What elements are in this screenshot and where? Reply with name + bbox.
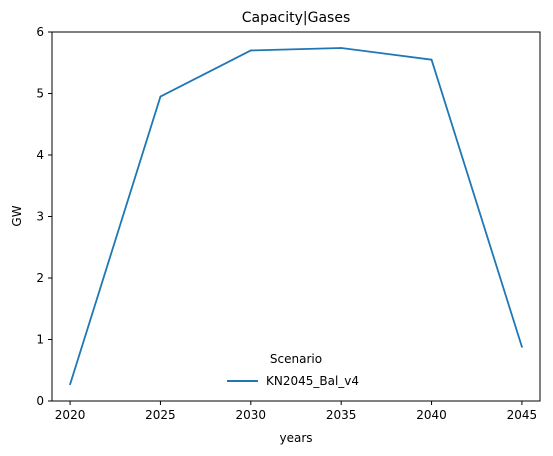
- y-tick-label: 0: [36, 394, 44, 408]
- y-tick-label: 3: [36, 210, 44, 224]
- x-tick-label: 2030: [236, 408, 267, 422]
- series-line-0: [69, 47, 523, 385]
- plot-area: 2020 2025 2030 2035 2040 2045 0 1 2 3 4 5 6: [36, 25, 541, 422]
- y-tick-label: 5: [36, 87, 44, 101]
- chart-title: Capacity|Gases: [242, 10, 351, 26]
- series-layer: [69, 47, 523, 386]
- x-axis: 2020 2025 2030 2035 2040 2045: [55, 401, 537, 422]
- plot-frame: [51, 31, 541, 402]
- y-tick-label: 1: [36, 333, 44, 347]
- y-tick-label: 4: [36, 148, 44, 162]
- data-point: [340, 47, 343, 49]
- x-tick-label: 2040: [416, 408, 447, 422]
- legend-title: Scenario: [270, 352, 322, 366]
- x-tick-label: 2045: [507, 408, 538, 422]
- data-point: [69, 383, 71, 386]
- x-tick-label: 2035: [326, 408, 357, 422]
- data-point: [249, 49, 252, 52]
- y-tick-label: 2: [36, 271, 44, 285]
- y-axis-label: GW: [10, 205, 24, 226]
- x-tick-label: 2025: [145, 408, 176, 422]
- data-point: [430, 58, 433, 61]
- x-axis-label: years: [279, 431, 312, 445]
- x-tick-label: 2020: [55, 408, 86, 422]
- y-tick-label: 6: [36, 25, 44, 39]
- legend: Scenario KN2045_Bal_v4: [227, 352, 359, 388]
- data-point: [521, 345, 523, 348]
- y-axis: 0 1 2 3 4 5 6: [36, 25, 52, 408]
- data-point: [159, 95, 162, 98]
- legend-entry-label: KN2045_Bal_v4: [266, 374, 359, 388]
